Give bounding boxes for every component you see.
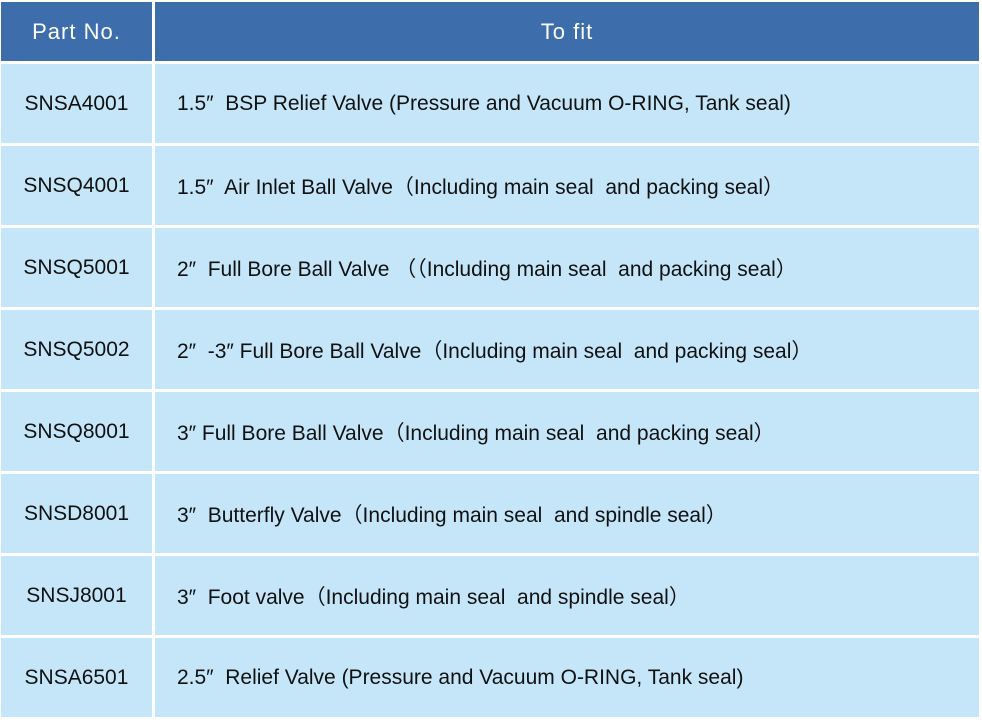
- to-fit-cell: 3″ Foot valve（Including main seal and sp…: [154, 556, 979, 635]
- part-no-cell: SNSQ5001: [1, 228, 152, 307]
- table-row: SNSQ5001 2″ Full Bore Ball Valve （（Includ…: [1, 228, 979, 307]
- to-fit-cell: 2″ Full Bore Ball Valve （（Including main…: [154, 228, 979, 307]
- table-row: SNSA4001 1.5″ BSP Relief Valve (Pressure …: [1, 64, 979, 143]
- part-no-cell: SNSQ5002: [1, 310, 152, 389]
- to-fit-cell: 1.5″ Air Inlet Ball Valve（Including main…: [154, 146, 979, 225]
- part-no-cell: SNSA6501: [1, 638, 152, 717]
- part-no-cell: SNSQ8001: [1, 392, 152, 471]
- to-fit-cell: 2″ -3″ Full Bore Ball Valve（Including ma…: [154, 310, 979, 389]
- header-to-fit: To fit: [154, 2, 979, 61]
- table-row: SNSQ8001 3″ Full Bore Ball Valve（Includin…: [1, 392, 979, 471]
- part-no-cell: SNSD8001: [1, 474, 152, 553]
- to-fit-cell: 3″ Full Bore Ball Valve（Including main s…: [154, 392, 979, 471]
- part-no-cell: SNSQ4001: [1, 146, 152, 225]
- table-row: SNSA6501 2.5″ Relief Valve (Pressure and …: [1, 638, 979, 717]
- header-row: Part No. To fit: [1, 2, 979, 61]
- to-fit-cell: 2.5″ Relief Valve (Pressure and Vacuum O…: [154, 638, 979, 717]
- part-no-cell: SNSJ8001: [1, 556, 152, 635]
- table-row: SNSD8001 3″ Butterfly Valve（Including mai…: [1, 474, 979, 553]
- table-row: SNSQ4001 1.5″ Air Inlet Ball Valve（Includ…: [1, 146, 979, 225]
- to-fit-cell: 1.5″ BSP Relief Valve (Pressure and Vacu…: [154, 64, 979, 143]
- table-row: SNSJ8001 3″ Foot valve（Including main sea…: [1, 556, 979, 635]
- table-row: SNSQ5002 2″ -3″ Full Bore Ball Valve（Incl…: [1, 310, 979, 389]
- to-fit-cell: 3″ Butterfly Valve（Including main seal a…: [154, 474, 979, 553]
- part-no-cell: SNSA4001: [1, 64, 152, 143]
- header-part-no: Part No.: [1, 2, 152, 61]
